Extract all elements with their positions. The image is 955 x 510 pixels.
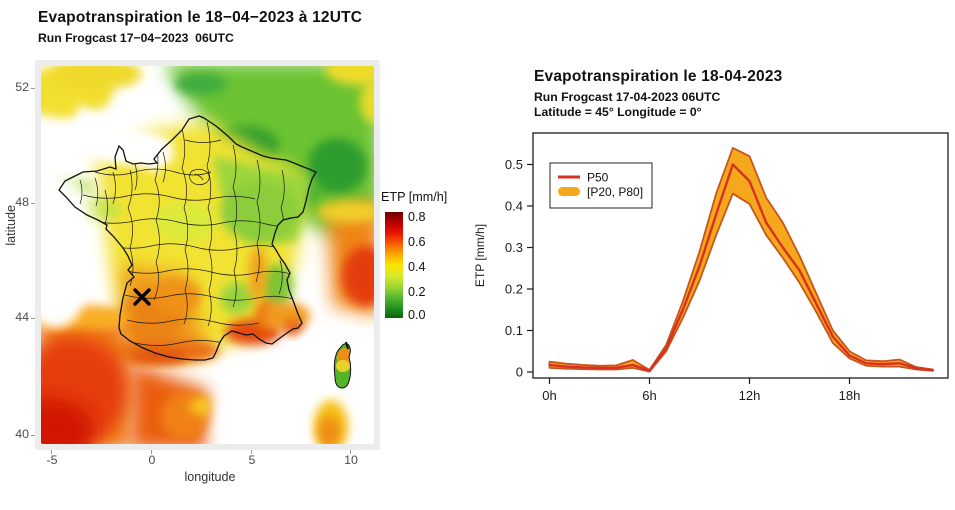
- y-tick-label: 0.5: [505, 157, 523, 172]
- map-subtitle: Run Frogcast 17−04−2023 06UTC: [38, 31, 234, 45]
- map-y-axis-label: latitude: [4, 205, 18, 246]
- legend: P50[P20, P80]: [549, 162, 653, 209]
- colorbar-title: ETP [mm/h]: [381, 190, 448, 204]
- lat-tick-48: 48: [15, 195, 29, 209]
- y-tick-label: 0: [516, 365, 523, 380]
- map-x-axis-label: longitude: [184, 470, 236, 484]
- chart-subtitle: Run Frogcast 17-04-2023 06UTC: [534, 90, 721, 104]
- y-tick-label: 0.2: [505, 282, 523, 297]
- etp-raster-field: [41, 66, 374, 444]
- legend-band-swatch: [558, 187, 580, 196]
- lat-tickmark: [31, 88, 35, 89]
- x-tick-label: 12h: [739, 388, 761, 403]
- colorbar-tick-00: 0.0: [408, 308, 426, 322]
- legend-p50-label: P50: [587, 171, 609, 185]
- chart-y-axis-label: ETP [mm/h]: [473, 224, 487, 287]
- y-tick-label: 0.1: [505, 323, 523, 338]
- x-tick-label: 0h: [542, 388, 556, 403]
- corsica: [333, 341, 352, 389]
- colorbar-tick-02: 0.2: [408, 285, 426, 299]
- x-tick-label: 18h: [839, 388, 861, 403]
- lat-tick-40: 40: [15, 427, 29, 441]
- france-etp-map: [35, 60, 380, 450]
- legend-band-label: [P20, P80]: [587, 185, 643, 199]
- lat-tickmark: [31, 203, 35, 204]
- colorbar-tick-08: 0.8: [408, 210, 426, 224]
- lon-tick-10: 10: [344, 453, 358, 467]
- colorbar-tick-04: 0.4: [408, 260, 426, 274]
- lat-tick-44: 44: [15, 310, 29, 324]
- y-tick-label: 0.3: [505, 240, 523, 255]
- lon-tick-0: 0: [148, 453, 156, 467]
- map-title: Evapotranspiration le 18−04−2023 à 12UTC: [38, 9, 363, 26]
- lat-tick-52: 52: [15, 80, 29, 94]
- lon-tickmark: [251, 450, 252, 454]
- lat-tickmark: [31, 435, 35, 436]
- lon-tickmark: [51, 450, 52, 454]
- x-tick-label: 6h: [642, 388, 656, 403]
- lon-tick-m5: -5: [46, 453, 58, 467]
- colorbar-gradient: [385, 212, 403, 318]
- chart-title: Evapotranspiration le 18-04-2023: [534, 68, 783, 85]
- location-x-marker: [133, 288, 151, 306]
- legend-box: [549, 162, 653, 209]
- y-tick-label: 0.4: [505, 199, 523, 214]
- lon-tick-5: 5: [248, 453, 256, 467]
- colorbar-tick-06: 0.6: [408, 235, 426, 249]
- department-borders: [79, 121, 303, 346]
- etp-timeseries-chart: 0h 6h 12h 18h 0 0.1 0.2 0.3 0.4 0.5 ETP [mm/h] P50[…: [473, 132, 949, 403]
- plot-border: [532, 132, 949, 379]
- chart-subtitle2: Latitude = 45° Longitude = 0°: [534, 105, 702, 119]
- lon-tickmark: [350, 450, 351, 454]
- p50-line: [548, 163, 935, 372]
- lon-tickmark: [151, 450, 152, 454]
- lat-tickmark: [31, 318, 35, 319]
